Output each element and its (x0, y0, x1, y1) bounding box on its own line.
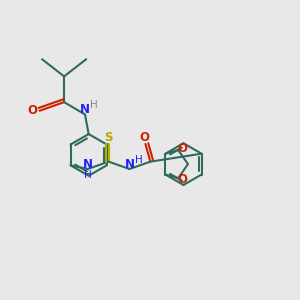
Text: N: N (80, 103, 90, 116)
Text: O: O (178, 173, 188, 186)
Text: O: O (28, 104, 38, 117)
Text: O: O (178, 142, 188, 155)
Text: N: N (125, 158, 135, 171)
Text: H: H (135, 155, 143, 165)
Text: S: S (104, 131, 113, 144)
Text: H: H (84, 170, 92, 180)
Text: N: N (83, 158, 93, 171)
Text: O: O (139, 131, 149, 144)
Text: H: H (90, 100, 98, 110)
